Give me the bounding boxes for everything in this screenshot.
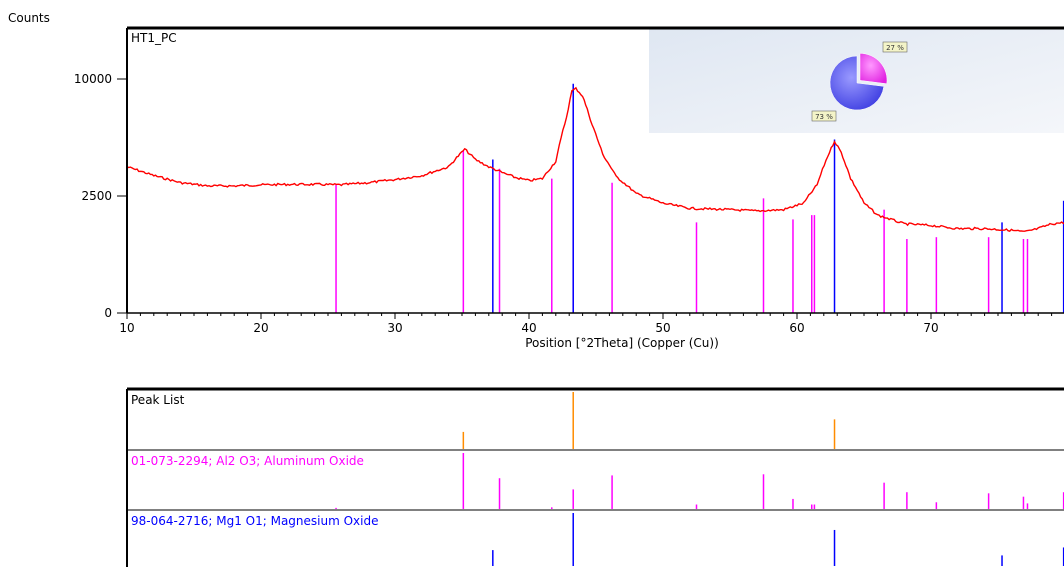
x-tick-label: 20 — [253, 321, 268, 335]
y-axis-ticks: 0 2500 10000 — [74, 72, 127, 320]
x-tick-label: 60 — [789, 321, 804, 335]
pie-slice — [829, 55, 885, 111]
x-tick-label: 70 — [923, 321, 938, 335]
y-tick-label: 2500 — [81, 189, 112, 203]
panel-label: 01-073-2294; Al2 O3; Aluminum Oxide — [131, 454, 364, 468]
x-tick-label: 10 — [119, 321, 134, 335]
y-tick-label: 0 — [104, 306, 112, 320]
chart-title: HT1_PC — [131, 31, 177, 45]
pie-label-box — [882, 41, 908, 53]
peak-panels: Peak List 01-073-2294; Al2 O3; Aluminum O… — [131, 392, 1064, 566]
x-axis-ticks: 10 20 30 40 50 60 70 — [119, 313, 1053, 335]
x-tick-label: 40 — [521, 321, 536, 335]
pie-slice — [859, 53, 888, 85]
x-axis-label: Position [°2Theta] (Copper (Cu)) — [525, 336, 719, 350]
panel-label: Peak List — [131, 393, 185, 407]
x-tick-label: 50 — [655, 321, 670, 335]
y-axis-label: Counts — [8, 11, 50, 25]
pie-label: 73 % — [815, 113, 833, 121]
phase-pie-chart: 27 % 73 % — [811, 41, 908, 122]
panel-label: 98-064-2716; Mg1 O1; Magnesium Oxide — [131, 514, 378, 528]
pie-label: 27 % — [886, 44, 904, 52]
pattern-line — [127, 86, 1064, 232]
pie-label-box — [811, 110, 837, 122]
reference-lines — [335, 83, 1064, 313]
y-tick-label: 10000 — [74, 72, 112, 86]
x-tick-label: 30 — [387, 321, 402, 335]
